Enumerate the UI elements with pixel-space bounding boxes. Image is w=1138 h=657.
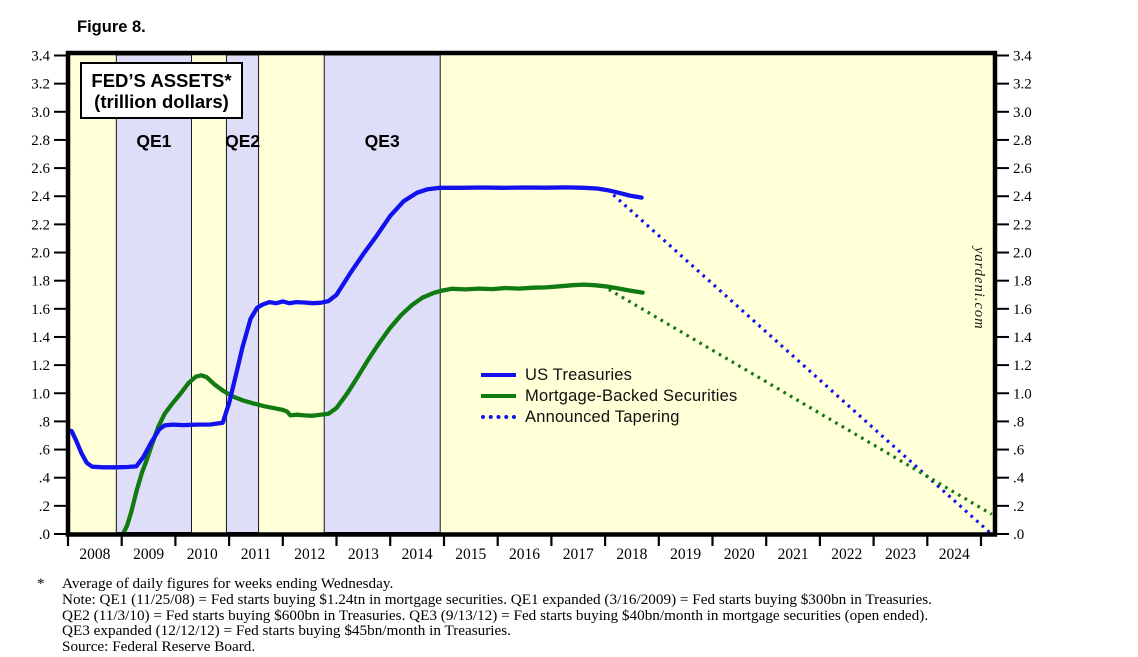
y-axis-label-right: 3.2 bbox=[1013, 77, 1032, 93]
qe-band-label: QE2 bbox=[225, 131, 260, 151]
footnote-line: Source: Federal Reserve Board. bbox=[62, 638, 256, 656]
qe-band-label: QE3 bbox=[365, 131, 400, 151]
y-axis-label-left: 1.2 bbox=[31, 358, 50, 374]
x-axis-year-label: 2019 bbox=[670, 546, 701, 563]
series-line-solid bbox=[121, 282, 645, 536]
chart-title-line1: FED’S ASSETS* bbox=[91, 69, 232, 91]
y-axis-label-right: 2.8 bbox=[1013, 133, 1032, 149]
x-axis-year-label: 2023 bbox=[885, 546, 916, 563]
qe-band-label: QE1 bbox=[136, 131, 171, 151]
x-axis-year-label: 2024 bbox=[939, 546, 970, 563]
y-axis-label-right: 2.2 bbox=[1013, 217, 1032, 233]
footnote-asterisk: * bbox=[37, 575, 45, 592]
legend-row: US Treasuries bbox=[481, 365, 737, 384]
plot-background bbox=[68, 53, 995, 535]
y-axis-label-left: 3.0 bbox=[31, 105, 50, 121]
footnote-line: Average of daily figures for weeks endin… bbox=[62, 575, 394, 592]
y-axis-label-right: 1.4 bbox=[1013, 330, 1032, 346]
y-axis-label-right: .6 bbox=[1013, 443, 1025, 459]
y-axis-label-left: 2.6 bbox=[31, 161, 50, 177]
y-axis-label-right: 1.6 bbox=[1013, 302, 1032, 318]
solid-line-icon bbox=[481, 373, 516, 377]
y-axis-label-right: .2 bbox=[1013, 499, 1024, 515]
y-axis-label-left: .6 bbox=[39, 443, 51, 459]
legend-row: Mortgage-Backed Securities bbox=[481, 386, 738, 405]
x-axis-year-label: 2012 bbox=[294, 546, 325, 563]
x-axis-year-label: 2011 bbox=[241, 546, 271, 563]
x-axis-year-label: 2008 bbox=[79, 546, 110, 563]
y-axis-label-left: .0 bbox=[39, 527, 50, 543]
legend-label: Announced Tapering bbox=[525, 407, 680, 426]
y-axis-label-right: .8 bbox=[1013, 414, 1024, 430]
y-axis-label-left: 2.0 bbox=[31, 246, 50, 262]
y-axis-label-right: 3.4 bbox=[1013, 49, 1032, 65]
y-axis-label-right: 2.0 bbox=[1013, 246, 1032, 262]
y-axis-label-left: 1.6 bbox=[31, 302, 50, 318]
dotted-line-icon bbox=[481, 415, 516, 419]
x-axis-year-label: 2010 bbox=[187, 546, 218, 563]
y-axis-label-right: .0 bbox=[1013, 527, 1024, 543]
x-axis-year-label: 2021 bbox=[778, 546, 809, 563]
x-axis-year-label: 2017 bbox=[563, 546, 594, 563]
y-axis-label-right: 1.2 bbox=[1013, 358, 1032, 374]
x-axis-year-label: 2022 bbox=[831, 546, 862, 563]
series-line-dotted bbox=[601, 284, 993, 516]
solid-line-icon bbox=[481, 394, 516, 398]
qe-band-qe1 bbox=[115, 54, 192, 533]
y-axis-label-right: 1.8 bbox=[1013, 274, 1032, 290]
y-axis-label-left: 3.4 bbox=[31, 49, 50, 65]
footnote-line: QE2 (11/3/10) = Fed starts buying $600bn… bbox=[62, 606, 929, 624]
x-axis-year-label: 2014 bbox=[402, 546, 433, 563]
y-axis-label-left: 2.4 bbox=[31, 189, 50, 205]
legend-label: US Treasuries bbox=[525, 365, 633, 384]
y-axis-label-left: 1.8 bbox=[31, 274, 50, 290]
plot-border bbox=[65, 50, 998, 537]
footnote-block: * Average of daily figures for weeks end… bbox=[37, 575, 1122, 656]
footnote-line: Note: QE1 (11/25/08) = Fed starts buying… bbox=[62, 590, 932, 608]
y-axis-label-left: 1.0 bbox=[31, 386, 50, 402]
x-axis-year-label: 2013 bbox=[348, 546, 379, 563]
y-axis-label-left: 2.2 bbox=[31, 217, 50, 233]
footnote-line: QE3 expanded (12/12/12) = Fed starts buy… bbox=[62, 622, 511, 640]
chart-title-box: FED’S ASSETS* (trillion dollars) bbox=[80, 62, 243, 119]
x-axis-year-label: 2020 bbox=[724, 546, 755, 563]
series-line-solid bbox=[65, 185, 644, 470]
legend: US Treasuries Mortgage-Backed Securities A… bbox=[481, 365, 738, 426]
qe-band-qe2 bbox=[225, 54, 260, 533]
y-axis-label-left: 3.2 bbox=[31, 77, 50, 93]
y-axis-label-right: 1.0 bbox=[1013, 386, 1032, 402]
x-axis-year-label: 2009 bbox=[133, 546, 164, 563]
y-axis-label-left: 1.4 bbox=[31, 330, 50, 346]
y-axis-label-left: .4 bbox=[39, 471, 51, 487]
figure-label: Figure 8. bbox=[77, 18, 146, 36]
legend-label: Mortgage-Backed Securities bbox=[525, 386, 738, 405]
fed-assets-chart: QE1 QE2 QE3 .0 .0 .2 .2 .4 .4 .6 .6 .8 .8 1.0 1.0 1.2 1.… bbox=[31, 49, 1032, 564]
chart-title-line2: (trillion dollars) bbox=[94, 90, 229, 112]
watermark-yardeni: yardeni.com bbox=[971, 247, 987, 330]
y-axis-label-right: .4 bbox=[1013, 471, 1025, 487]
y-axis-label-left: .2 bbox=[39, 499, 50, 515]
x-axis-year-label: 2018 bbox=[616, 546, 647, 563]
y-axis-label-right: 2.6 bbox=[1013, 161, 1032, 177]
qe-band-qe3 bbox=[323, 54, 441, 533]
y-axis-label-left: 2.8 bbox=[31, 133, 50, 149]
y-axis-label-left: .8 bbox=[39, 414, 50, 430]
y-axis-label-right: 2.4 bbox=[1013, 189, 1032, 205]
x-axis-year-label: 2015 bbox=[455, 546, 486, 563]
legend-row: Announced Tapering bbox=[481, 407, 737, 426]
x-axis-year-label: 2016 bbox=[509, 546, 540, 563]
y-axis-label-right: 3.0 bbox=[1013, 105, 1032, 121]
